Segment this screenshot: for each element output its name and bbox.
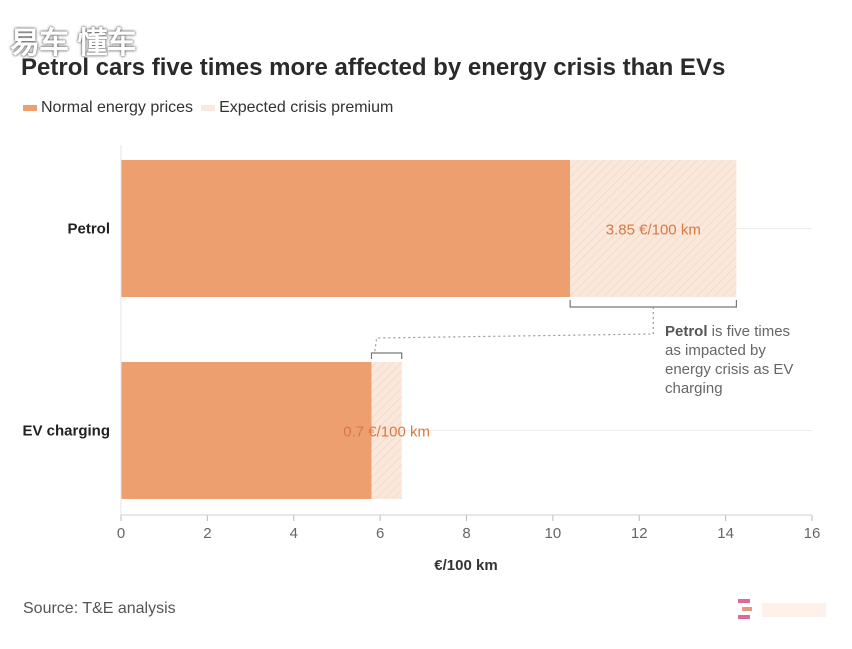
x-tick-label: 8 bbox=[462, 525, 470, 542]
legend: Normal energy prices Expected crisis pre… bbox=[23, 99, 401, 117]
x-tick-label: 16 bbox=[804, 525, 821, 542]
logo-bar bbox=[742, 607, 752, 611]
bar-normal-energy bbox=[121, 362, 372, 499]
logo-bar bbox=[738, 599, 750, 603]
category-label: Petrol bbox=[67, 221, 110, 238]
annotation-text: Petrol is five times as impacted by energy… bbox=[665, 323, 793, 397]
legend-label-normal: Normal energy prices bbox=[41, 99, 194, 116]
chart-title: Petrol cars five times more affected by … bbox=[21, 54, 726, 81]
logo-wordmark bbox=[762, 603, 826, 617]
legend-item-normal: Normal energy prices bbox=[23, 99, 193, 117]
x-tick-label: 14 bbox=[717, 525, 734, 542]
data-label: 0.7 €/100 km bbox=[343, 424, 430, 441]
x-tick-label: 0 bbox=[117, 525, 125, 542]
annotation-line: as impacted by bbox=[665, 342, 766, 359]
x-tick-label: 6 bbox=[376, 525, 384, 542]
x-tick-label: 4 bbox=[290, 525, 298, 542]
x-tick-label: 12 bbox=[631, 525, 648, 542]
annotation-line: charging bbox=[665, 380, 723, 397]
x-axis-label: €/100 km bbox=[434, 557, 497, 574]
category-label: EV charging bbox=[22, 423, 110, 440]
bar-normal-energy bbox=[121, 160, 571, 297]
watermark-logo: 易车 懂车 bbox=[10, 26, 136, 61]
bar-crisis-premium bbox=[371, 362, 402, 499]
brand-logo bbox=[738, 599, 826, 619]
annotation-line: is five times bbox=[708, 323, 791, 340]
annotation-bold: Petrol bbox=[665, 323, 708, 340]
legend-label-premium: Expected crisis premium bbox=[219, 99, 394, 116]
annotation-line: energy crisis as EV bbox=[665, 361, 793, 378]
legend-item-premium: Expected crisis premium bbox=[201, 99, 393, 117]
ev-bracket bbox=[370, 352, 403, 359]
legend-swatch-normal bbox=[23, 105, 37, 111]
x-tick-label: 2 bbox=[203, 525, 211, 542]
x-tick-label: 10 bbox=[545, 525, 562, 542]
connector-line bbox=[374, 307, 654, 354]
logo-bar bbox=[738, 615, 750, 619]
source-note: Source: T&E analysis bbox=[23, 600, 176, 617]
data-label: 3.85 €/100 km bbox=[606, 222, 701, 239]
petrol-bracket bbox=[569, 300, 738, 308]
legend-swatch-premium bbox=[201, 105, 216, 111]
bar-crisis-premium bbox=[570, 160, 737, 297]
